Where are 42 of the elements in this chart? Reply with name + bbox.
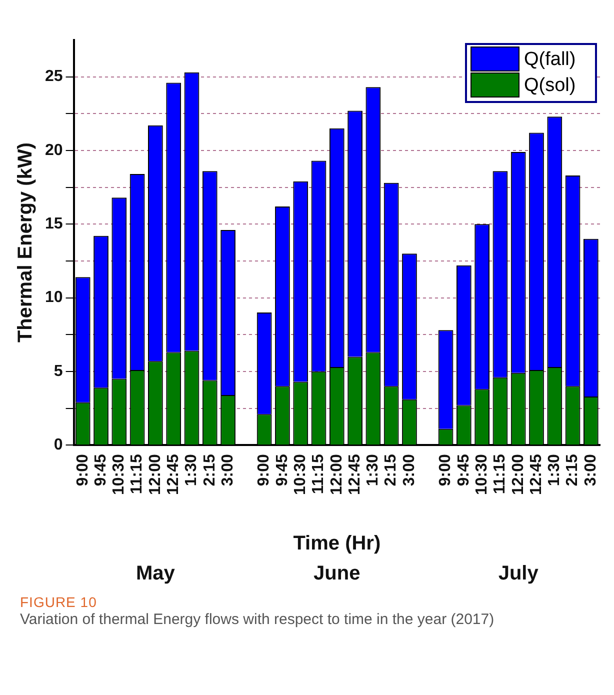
caption: FIGURE 10 bbox=[20, 594, 98, 610]
x-tick-label: 9:00 bbox=[437, 454, 454, 486]
x-tick-label: 9:00 bbox=[74, 454, 92, 486]
x-tick-label: 12:00 bbox=[146, 454, 164, 495]
x-tick-label: 10:30 bbox=[110, 454, 128, 495]
x-tick-label: 9:45 bbox=[455, 454, 472, 486]
x-tick-label: 3:00 bbox=[400, 454, 418, 486]
x-tick-label: 12:45 bbox=[165, 454, 182, 495]
x-tick-label: 11:15 bbox=[128, 454, 146, 494]
x-tick-label: 12:45 bbox=[528, 454, 545, 495]
x-tick-label: 1:30 bbox=[546, 454, 564, 486]
x-tick-label: 12:00 bbox=[328, 454, 346, 495]
x-tick-label: 2:15 bbox=[564, 454, 582, 486]
y-tick-label: 20 bbox=[45, 142, 63, 159]
y-tick-label: 10 bbox=[45, 289, 63, 306]
x-tick-label: 1:30 bbox=[183, 454, 200, 486]
y-tick-label: 5 bbox=[54, 362, 63, 380]
x-tick-label: 2:15 bbox=[201, 454, 218, 486]
x-axis-title: Time (Hr) bbox=[293, 532, 381, 555]
y-axis-title: Thermal Energy (kW) bbox=[14, 142, 37, 343]
x-tick-label: 10:30 bbox=[473, 454, 490, 495]
y-tick-label: 15 bbox=[45, 216, 63, 233]
x-tick-label: 3:00 bbox=[219, 454, 236, 486]
x-tick-label: 1:30 bbox=[364, 454, 382, 486]
x-tick-label: 11:15 bbox=[310, 454, 328, 494]
legend-label: Q(fall) bbox=[524, 49, 576, 70]
y-tick-label: 25 bbox=[45, 68, 63, 86]
text: May bbox=[136, 562, 176, 585]
legend-label: Q(sol) bbox=[524, 75, 576, 96]
text: Variation of thermal Energy flows with respect to time in the year (2017) bbox=[20, 610, 496, 630]
x-tick-label: 11:15 bbox=[492, 454, 509, 494]
x-tick-label: 9:00 bbox=[256, 454, 273, 486]
text: June bbox=[314, 562, 360, 585]
x-tick-label: 12:00 bbox=[510, 454, 527, 495]
x-tick-label: 2:15 bbox=[382, 454, 400, 486]
x-tick-label: 9:45 bbox=[274, 454, 291, 486]
x-tick-label: 3:00 bbox=[582, 454, 600, 486]
y-tick-label: 0 bbox=[54, 436, 63, 454]
x-tick-label: 12:45 bbox=[346, 454, 364, 495]
x-tick-label: 10:30 bbox=[292, 454, 310, 495]
x-tick-label: 9:45 bbox=[92, 454, 110, 486]
text: July bbox=[498, 562, 540, 585]
